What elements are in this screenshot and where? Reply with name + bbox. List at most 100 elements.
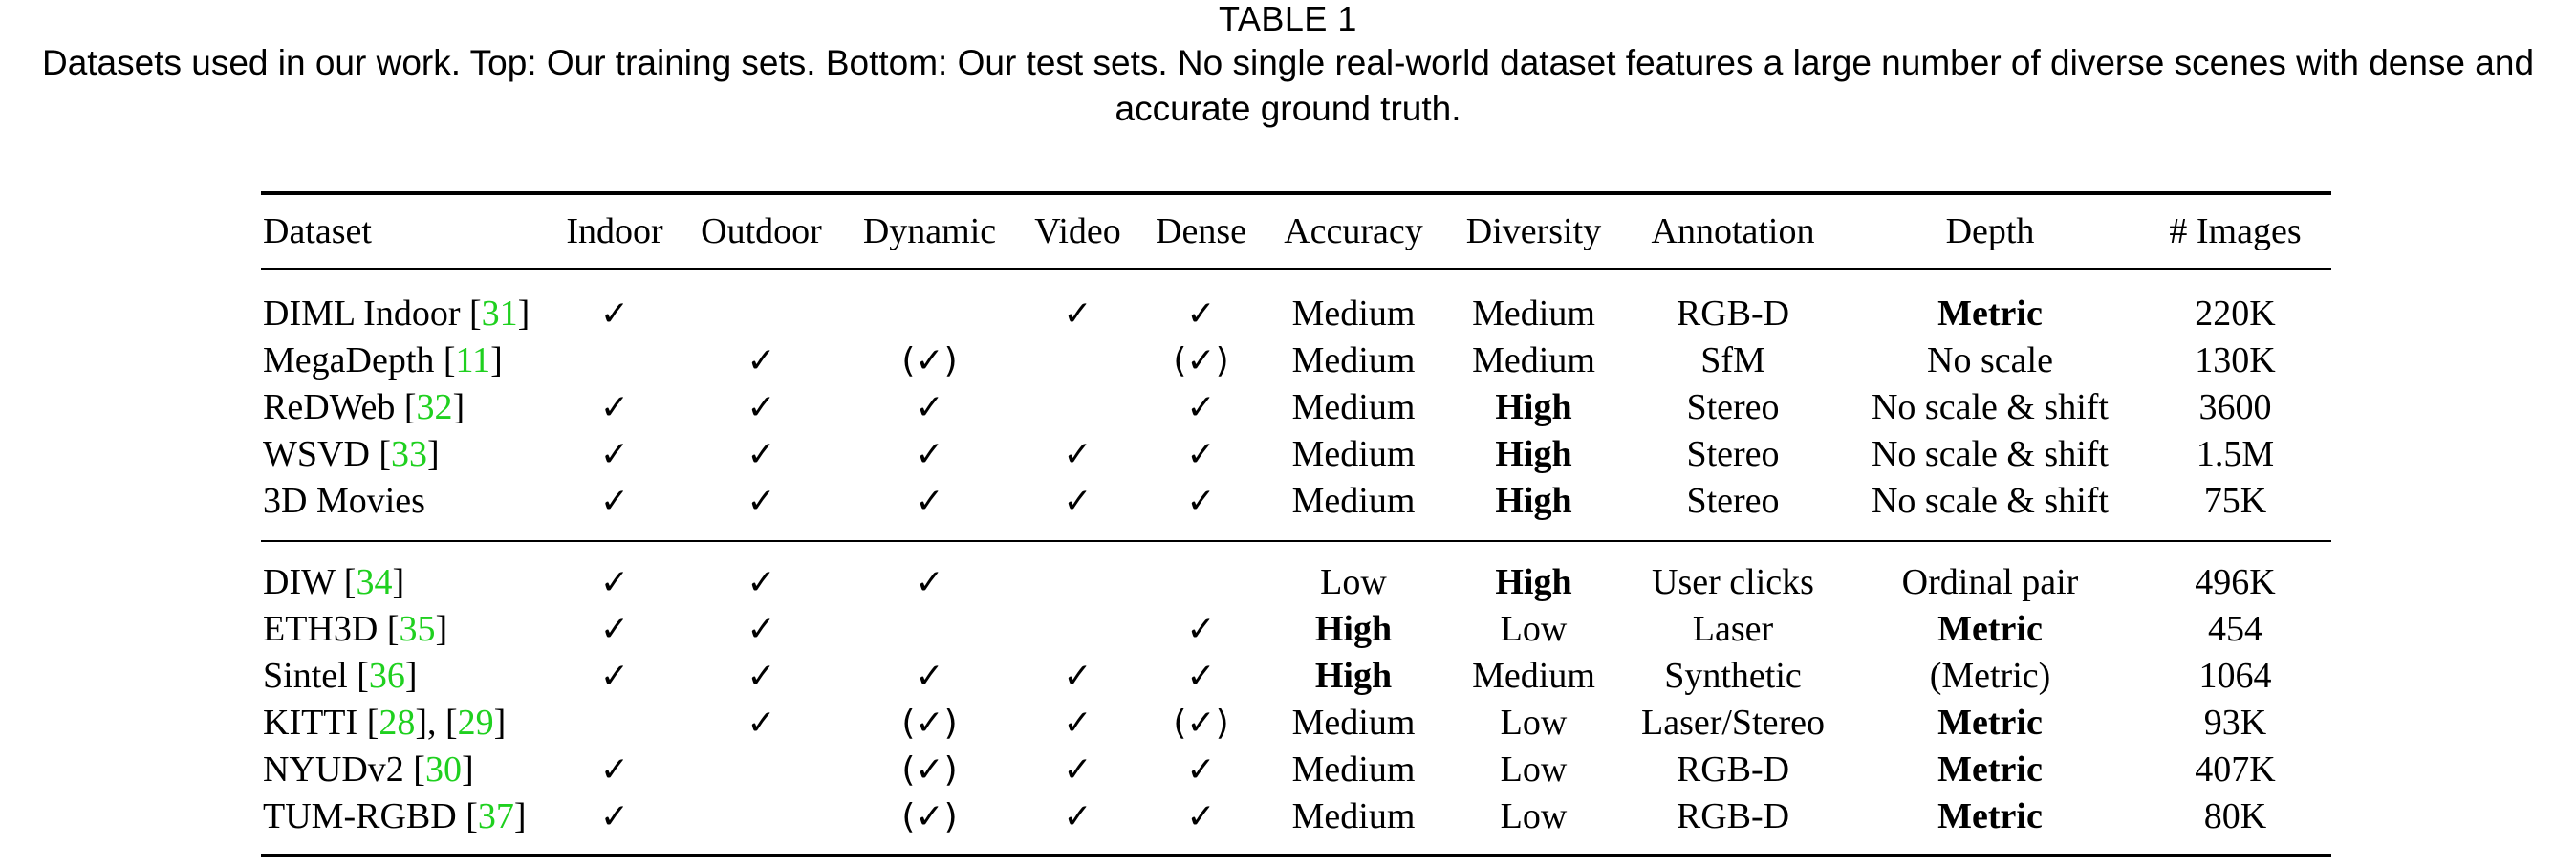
table-caption-label: TABLE 1 — [1219, 0, 1357, 38]
video-cell — [1018, 337, 1137, 384]
annotation-cell: Laser/Stereo — [1640, 703, 1826, 743]
indoor-cell: ✓ — [599, 294, 630, 334]
table-caption-text: Datasets used in our work. Top: Our trai… — [41, 43, 2535, 128]
diversity-cell: High — [1495, 387, 1572, 427]
dynamic-cell: (✓) — [901, 750, 958, 790]
table-row: Sintel [36] ✓ ✓ ✓ ✓ ✓ High Medium Synthetic (Metr… — [261, 653, 2331, 700]
table-row: TUM-RGBD [37] ✓ (✓) ✓ ✓ Medium Low RGB-D Metric 8… — [261, 793, 2331, 856]
depth-cell: (Metric) — [1929, 656, 2051, 696]
indoor-cell: ✓ — [599, 388, 630, 427]
dataset-name: ReDWeb — [263, 387, 396, 427]
accuracy-cell: High — [1314, 609, 1393, 649]
table-header-row: Dataset Indoor Outdoor Dynamic Video Dense Acc… — [261, 193, 2331, 269]
depth-cell: Metric — [1937, 609, 2043, 649]
indoor-cell — [548, 700, 682, 747]
dataset-name: MegaDepth — [263, 340, 435, 380]
annotation-cell: Laser — [1692, 609, 1774, 649]
diversity-cell: Medium — [1472, 340, 1595, 380]
citation-link[interactable]: 28 — [379, 703, 416, 743]
indoor-cell: ✓ — [599, 657, 630, 696]
column-header: Dataset — [263, 211, 372, 251]
table-row: NYUDv2 [30] ✓ (✓) ✓ ✓ Medium Low RGB-D Metric 407… — [261, 747, 2331, 793]
training-sets-group: DIML Indoor [31] ✓ ✓ ✓ Medium Medium RGB-D Metr… — [261, 269, 2331, 541]
diversity-cell: High — [1495, 434, 1572, 474]
citation-link[interactable]: 31 — [481, 293, 518, 334]
images-count-cell: 1064 — [2198, 656, 2272, 696]
dataset-table-container: Dataset Indoor Outdoor Dynamic Video Dense Acc… — [261, 191, 2331, 857]
citation-link[interactable]: 35 — [399, 609, 436, 649]
annotation-cell: User clicks — [1652, 562, 1814, 602]
citation-link[interactable]: 33 — [391, 434, 428, 474]
dataset-name: TUM-RGBD — [263, 796, 457, 836]
dense-cell: ✓ — [1186, 294, 1216, 334]
column-header: Diversity — [1465, 211, 1602, 251]
depth-cell: No scale & shift — [1871, 434, 2109, 474]
annotation-cell: RGB-D — [1676, 796, 1790, 836]
indoor-cell: ✓ — [599, 610, 630, 649]
depth-cell: No scale — [1927, 340, 2053, 380]
depth-cell: Metric — [1937, 749, 2043, 790]
outdoor-cell: ✓ — [747, 388, 776, 427]
accuracy-cell: Medium — [1291, 293, 1416, 334]
images-count-cell: 220K — [2195, 293, 2276, 334]
accuracy-cell: Medium — [1291, 434, 1416, 474]
indoor-cell: ✓ — [599, 435, 630, 474]
citation-link[interactable]: 32 — [416, 387, 453, 427]
dataset-name-cell: 3D Movies — [261, 478, 548, 541]
column-header: Dynamic — [862, 211, 997, 251]
dense-cell: ✓ — [1186, 657, 1216, 696]
indoor-cell: ✓ — [599, 482, 630, 521]
dataset-table: Dataset Indoor Outdoor Dynamic Video Dense Acc… — [261, 191, 2331, 857]
annotation-cell: Stereo — [1686, 481, 1780, 521]
outdoor-cell: ✓ — [747, 704, 776, 743]
dynamic-cell: (✓) — [901, 797, 958, 836]
citation-link[interactable]: 11 — [455, 340, 491, 380]
depth-cell: Ordinal pair — [1901, 562, 2079, 602]
accuracy-cell: Medium — [1291, 481, 1416, 521]
outdoor-cell — [682, 269, 841, 337]
diversity-cell: Low — [1500, 703, 1568, 743]
column-header: Depth — [1945, 211, 2035, 251]
dense-cell — [1137, 541, 1265, 606]
column-header: Video — [1034, 211, 1121, 251]
depth-cell: Metric — [1937, 293, 2043, 334]
column-header: Dense — [1156, 211, 1246, 251]
video-cell — [1018, 384, 1137, 431]
citation-link[interactable]: 37 — [477, 796, 514, 836]
dataset-name: DIML Indoor — [263, 293, 461, 334]
citation-link[interactable]: 34 — [356, 562, 393, 602]
images-count-cell: 75K — [2203, 481, 2267, 521]
images-count-cell: 407K — [2195, 749, 2276, 790]
video-cell: ✓ — [1063, 482, 1093, 521]
outdoor-cell — [682, 793, 841, 856]
annotation-cell: Stereo — [1686, 434, 1780, 474]
table-row: ETH3D [35] ✓ ✓ ✓ High Low Laser Metric 454 — [261, 606, 2331, 653]
column-header: Annotation — [1651, 211, 1815, 251]
dynamic-cell — [841, 269, 1018, 337]
diversity-cell: Low — [1500, 609, 1568, 649]
depth-cell: No scale & shift — [1871, 387, 2109, 427]
depth-cell: Metric — [1937, 796, 2043, 836]
diversity-cell: High — [1495, 481, 1572, 521]
annotation-cell: RGB-D — [1676, 749, 1790, 790]
accuracy-cell: Low — [1320, 562, 1387, 602]
video-cell — [1018, 606, 1137, 653]
dense-cell: ✓ — [1186, 388, 1216, 427]
dynamic-cell: ✓ — [915, 657, 944, 696]
dense-cell: ✓ — [1186, 610, 1216, 649]
images-count-cell: 93K — [2203, 703, 2267, 743]
citation-link[interactable]: 30 — [424, 749, 462, 790]
outdoor-cell — [682, 747, 841, 793]
dense-cell: ✓ — [1186, 750, 1216, 790]
table-row: ReDWeb [32] ✓ ✓ ✓ ✓ Medium High Stereo No scale … — [261, 384, 2331, 431]
dataset-name: Sintel — [263, 656, 348, 696]
table-row: MegaDepth [11] ✓ (✓) (✓) Medium Medium SfM No s… — [261, 337, 2331, 384]
citation-link[interactable]: 29 — [457, 703, 494, 743]
images-count-cell: 1.5M — [2196, 434, 2275, 474]
dense-cell: (✓) — [1173, 341, 1229, 380]
dataset-name-cell: KITTI [28], [29] — [263, 703, 507, 743]
test-sets-group: DIW [34] ✓ ✓ ✓ Low High User clicks Ordinal pai… — [261, 541, 2331, 856]
table-row: DIML Indoor [31] ✓ ✓ ✓ Medium Medium RGB-D Metr… — [261, 269, 2331, 337]
indoor-cell: ✓ — [599, 797, 630, 836]
citation-link[interactable]: 36 — [368, 656, 405, 696]
